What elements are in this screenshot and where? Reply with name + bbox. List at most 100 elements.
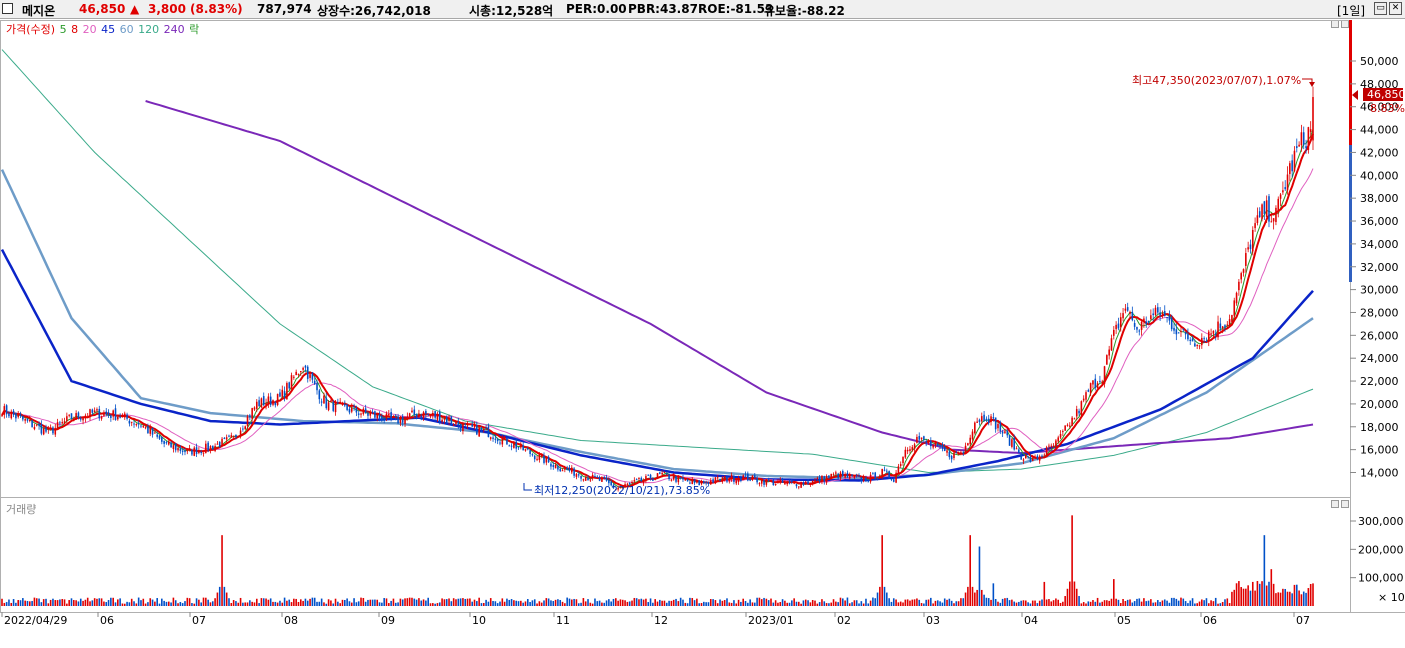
candle-up xyxy=(990,416,992,422)
candle-down xyxy=(1173,327,1175,331)
candle-down xyxy=(1152,313,1154,316)
volume-bar xyxy=(529,602,531,606)
legend-ma60[interactable]: 60 xyxy=(119,23,134,36)
legend-ma240[interactable]: 240 xyxy=(163,23,185,36)
volume-bar xyxy=(779,601,782,606)
volume-bar xyxy=(207,599,209,606)
volume-bar xyxy=(1115,598,1117,606)
close-icon[interactable]: ✕ xyxy=(1389,2,1402,15)
candle-up xyxy=(909,449,911,452)
candle-down xyxy=(506,438,508,445)
volume-bar xyxy=(1196,603,1198,606)
volume-bar xyxy=(645,598,647,606)
volume-bar xyxy=(476,601,478,606)
volume-bar xyxy=(960,598,962,606)
candle-up xyxy=(575,473,578,477)
candle-up xyxy=(1064,425,1066,431)
candle-up xyxy=(350,407,353,412)
candle-down xyxy=(79,418,82,420)
candle-down xyxy=(837,473,839,479)
volume-bar xyxy=(795,601,798,606)
restore-icon[interactable]: ▭ xyxy=(1374,2,1387,15)
volume-bar xyxy=(214,598,216,606)
volume-bar xyxy=(281,602,284,606)
candle-down xyxy=(163,440,165,444)
volume-bar xyxy=(228,598,230,606)
volume-bar xyxy=(524,601,527,606)
legend-ma45[interactable]: 45 xyxy=(101,23,116,36)
current-price: 46,850 xyxy=(79,2,126,16)
period-selector[interactable]: [1일] xyxy=(1337,4,1366,18)
select-checkbox[interactable] xyxy=(2,3,13,14)
price-tick-label: 34,000 xyxy=(1360,238,1399,251)
candle-up xyxy=(1309,129,1312,132)
volume-bar xyxy=(855,600,858,606)
volume-bar xyxy=(28,601,31,606)
candle-up xyxy=(1085,392,1087,400)
volume-bar xyxy=(628,601,631,606)
candle-down xyxy=(496,439,499,442)
candle-down xyxy=(52,427,54,434)
volume-bar xyxy=(1129,599,1131,606)
candle-up xyxy=(751,475,754,480)
candle-down xyxy=(1194,343,1196,347)
candle-up xyxy=(193,447,196,456)
volume-tick-label: 100,000 xyxy=(1358,572,1404,585)
candle-down xyxy=(983,414,985,421)
candle-down xyxy=(855,475,858,477)
volume-bar xyxy=(800,603,802,606)
volume-bar xyxy=(1268,581,1270,606)
candle-down xyxy=(939,444,941,446)
volume-bar xyxy=(464,598,467,606)
volume-bar xyxy=(1173,597,1175,606)
volume-bar xyxy=(1305,592,1307,606)
volume-bar xyxy=(698,603,700,606)
legend-fall[interactable]: 락 xyxy=(189,23,200,36)
volume-bar xyxy=(378,602,381,606)
volume-bar xyxy=(221,535,223,606)
candle-down xyxy=(1187,334,1189,340)
candle-down xyxy=(888,471,890,478)
candle-up xyxy=(503,436,506,439)
volume-bar xyxy=(570,599,573,606)
candle-up xyxy=(452,424,455,426)
ma5-line xyxy=(1,129,1314,489)
candle-down xyxy=(987,418,990,423)
volume-bar xyxy=(520,600,522,606)
price-tick-label: 42,000 xyxy=(1360,146,1399,159)
candle-down xyxy=(1214,333,1217,335)
volume-legend[interactable]: 거래량 xyxy=(6,503,37,516)
candle-down xyxy=(8,413,10,417)
candle-up xyxy=(214,445,216,452)
volume-bar xyxy=(269,598,272,606)
volume-bar xyxy=(876,592,879,606)
volume-maximize-icon[interactable] xyxy=(1341,500,1349,508)
stock-name[interactable]: 메지온 xyxy=(22,4,56,18)
candle-up xyxy=(68,414,70,416)
volume-minimize-icon[interactable] xyxy=(1331,500,1339,508)
candle-down xyxy=(577,474,580,476)
volume-bar xyxy=(1022,600,1025,606)
candle-up xyxy=(501,438,504,445)
legend-ma5[interactable]: 5 xyxy=(59,23,67,36)
legend-ma8[interactable]: 8 xyxy=(71,23,79,36)
volume-bar xyxy=(33,597,36,606)
candle-up xyxy=(784,482,786,485)
price-legend-label[interactable]: 가격(수정) xyxy=(6,23,56,36)
candle-up xyxy=(742,475,745,480)
candle-down xyxy=(515,441,518,449)
candle-up xyxy=(672,475,675,480)
volume-bar xyxy=(448,598,450,606)
candle-down xyxy=(59,422,61,424)
volume-bar xyxy=(693,600,696,606)
candle-up xyxy=(976,421,978,423)
legend-ma20[interactable]: 20 xyxy=(82,23,97,36)
volume-bar xyxy=(814,600,816,606)
candle-up xyxy=(800,481,802,488)
candle-down xyxy=(598,477,601,481)
legend-ma120[interactable]: 120 xyxy=(138,23,160,36)
volume-bar xyxy=(12,599,15,606)
candle-up xyxy=(286,383,288,400)
range-bar-down xyxy=(1349,145,1352,282)
